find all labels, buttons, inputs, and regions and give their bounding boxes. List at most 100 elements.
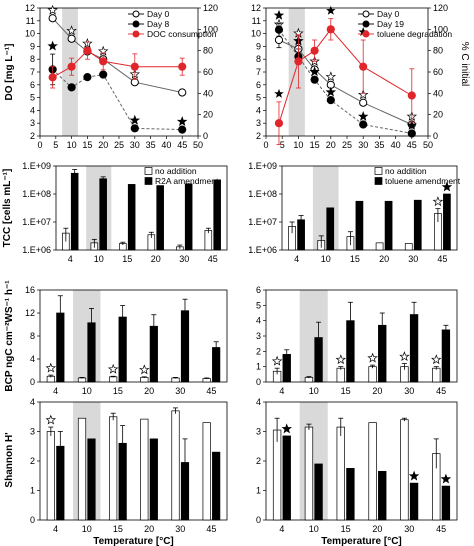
x-tick-label: 30 bbox=[175, 386, 185, 396]
series-line bbox=[278, 29, 412, 134]
x-tick-label: 4 bbox=[53, 524, 58, 534]
x-tick-label: 20 bbox=[98, 140, 108, 150]
bar bbox=[378, 470, 387, 521]
data-point bbox=[326, 25, 335, 34]
x-tick-label: 4 bbox=[279, 524, 284, 534]
data-point bbox=[178, 125, 187, 134]
y-tick-label: 2 bbox=[256, 456, 261, 466]
shaded-region bbox=[73, 290, 101, 382]
significance-star bbox=[274, 88, 284, 98]
x-tick-label: 4 bbox=[53, 386, 58, 396]
y2-tick-label: 60 bbox=[203, 67, 213, 77]
plot-frame bbox=[55, 165, 228, 251]
y-tick-label: 6 bbox=[256, 80, 261, 90]
shaded-region bbox=[86, 166, 112, 250]
legend-label: no addition bbox=[385, 166, 427, 176]
data-point bbox=[67, 62, 76, 71]
y2-tick-label: 120 bbox=[203, 3, 218, 13]
y-tick-label: 11 bbox=[252, 16, 261, 26]
bar bbox=[171, 410, 180, 521]
y-tick-label: 9 bbox=[30, 41, 35, 51]
y-tick-label: 1.E+07 bbox=[248, 217, 277, 227]
data-point bbox=[310, 46, 319, 55]
x-tick-label: 10 bbox=[321, 254, 331, 264]
y-tick-label: 2 bbox=[256, 346, 261, 356]
y2-tick-label: 120 bbox=[433, 3, 448, 13]
plot-frame bbox=[281, 165, 458, 251]
bar bbox=[46, 431, 55, 521]
y-tick-label: 16 bbox=[25, 285, 35, 295]
y-tick-label: 8 bbox=[256, 54, 261, 64]
x-tick-label: 35 bbox=[146, 140, 156, 150]
y-tick-label: 4 bbox=[256, 397, 261, 407]
data-point bbox=[310, 75, 319, 84]
bar bbox=[441, 329, 451, 383]
bar bbox=[140, 418, 149, 521]
y-tick-label: 0 bbox=[256, 515, 261, 525]
shaded-region bbox=[288, 8, 305, 136]
data-point bbox=[48, 73, 57, 82]
x-tick-label: 20 bbox=[372, 386, 382, 396]
x-tick-label: 45 bbox=[206, 524, 216, 534]
significance-star bbox=[408, 470, 420, 481]
data-point bbox=[67, 34, 76, 43]
legend-label: no addition bbox=[155, 166, 197, 176]
y-tick-label: 2 bbox=[256, 131, 261, 141]
bar bbox=[87, 438, 96, 521]
plot-frame bbox=[39, 289, 228, 383]
bar bbox=[202, 422, 211, 521]
x-tick-label: 35 bbox=[374, 140, 384, 150]
x-tick-label: 15 bbox=[341, 524, 351, 534]
bar bbox=[384, 200, 393, 251]
y-tick-label: 1 bbox=[256, 486, 261, 496]
y-tick-label: 0 bbox=[256, 377, 261, 387]
y2-tick-label: 40 bbox=[433, 88, 443, 98]
data-point bbox=[178, 62, 187, 71]
bar bbox=[282, 435, 291, 521]
legend-label: Day 19 bbox=[377, 19, 404, 29]
y2-tick-label: 0 bbox=[433, 131, 438, 141]
x-tick-label: 4 bbox=[68, 254, 73, 264]
panel-3: 1.E+06 1.E+07 1.E+08 1.E+09 4 10 15 20 30 45 no ad… bbox=[2, 161, 228, 264]
data-point bbox=[130, 62, 139, 71]
y-axis-label: BCP ngC cm⁻²WS⁻¹ h⁻¹ bbox=[4, 280, 15, 392]
panel-8: 0 1 2 3 4 4 10 15 20 30 45 Temperature [°C] bbox=[256, 397, 458, 546]
bar bbox=[368, 366, 377, 383]
bar bbox=[432, 367, 441, 383]
data-point bbox=[67, 83, 76, 92]
significance-star bbox=[107, 363, 119, 374]
y-tick-label: 1.E+06 bbox=[248, 245, 277, 255]
significance-star bbox=[281, 423, 292, 434]
y-tick-label: 5 bbox=[30, 93, 35, 103]
bar bbox=[336, 367, 345, 383]
plot-frame bbox=[265, 289, 458, 383]
x-tick-label: 30 bbox=[408, 254, 418, 264]
x-tick-label: 50 bbox=[193, 140, 203, 150]
significance-star bbox=[367, 352, 378, 363]
bar bbox=[212, 451, 221, 521]
data-point bbox=[274, 119, 284, 128]
legend-marker bbox=[132, 10, 140, 18]
x-tick-label: 40 bbox=[391, 140, 401, 150]
x-tick-label: 25 bbox=[114, 140, 124, 150]
bar bbox=[441, 485, 451, 521]
data-point bbox=[48, 14, 57, 23]
x-axis-label: Temperature [°C] bbox=[321, 536, 402, 546]
legend-label: toluene amendment bbox=[385, 176, 461, 186]
x-tick-label: 20 bbox=[372, 524, 382, 534]
x-tick-label: 15 bbox=[113, 386, 123, 396]
shaded-region bbox=[73, 402, 101, 520]
data-point bbox=[274, 25, 284, 34]
y-tick-label: 12 bbox=[25, 3, 35, 13]
x-tick-label: 10 bbox=[293, 140, 303, 150]
bar bbox=[336, 426, 345, 521]
legend-label: R2A amendment bbox=[155, 176, 219, 186]
series-line bbox=[52, 69, 183, 131]
bar bbox=[77, 377, 87, 383]
y-tick-label: 2 bbox=[30, 456, 35, 466]
y-tick-label: 1 bbox=[256, 362, 261, 372]
bar bbox=[127, 184, 136, 251]
y-tick-label: 1.E+06 bbox=[22, 245, 51, 255]
